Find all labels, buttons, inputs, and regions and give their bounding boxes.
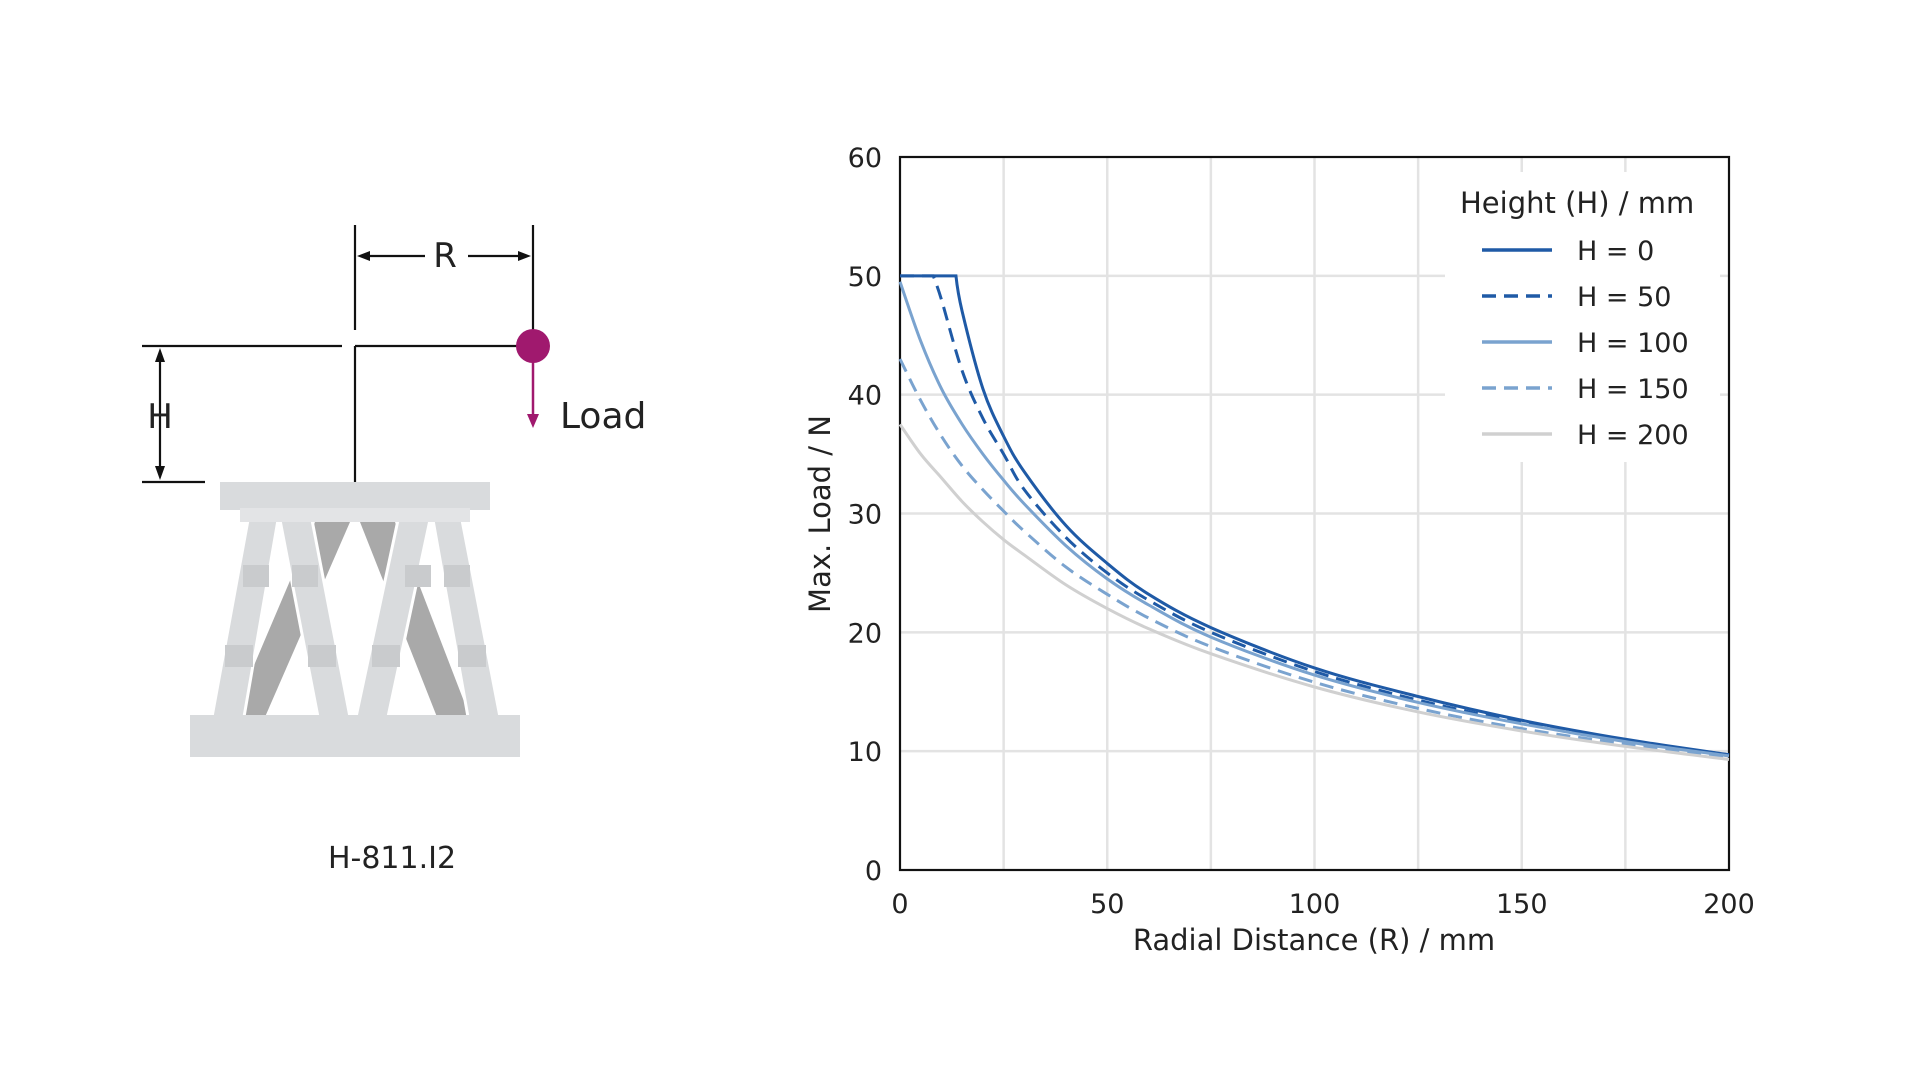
y-axis-label: Max. Load / N	[803, 415, 837, 613]
load-label: Load	[560, 396, 646, 437]
x-axis-tick-labels: 0 50 100 150 200	[891, 889, 1754, 920]
y-tick-label: 0	[865, 856, 882, 887]
height-label: H	[147, 397, 173, 437]
dimension-arrowheads	[155, 251, 531, 480]
legend-entry-label: H = 100	[1577, 328, 1689, 359]
y-tick-label: 40	[848, 381, 882, 412]
model-label: H-811.I2	[328, 841, 456, 876]
x-axis-label: Radial Distance (R) / mm	[1133, 923, 1495, 957]
load-indicator	[516, 329, 550, 428]
x-tick-label: 50	[1090, 889, 1124, 920]
dimension-lines	[142, 225, 535, 484]
legend-entry-label: H = 50	[1577, 282, 1671, 313]
y-axis-tick-labels: 0 10 20 30 40 50 60	[848, 143, 882, 887]
x-tick-label: 150	[1496, 889, 1548, 920]
series-line-3	[898, 358, 1730, 760]
legend-entry-label: H = 150	[1577, 374, 1689, 405]
chart-legend: Height (H) / mm H = 0 H = 50 H = 100 H = 15…	[1445, 172, 1720, 462]
series-line-2	[898, 281, 1730, 758]
series-line-4	[898, 423, 1730, 761]
legend-entry-label: H = 200	[1577, 420, 1689, 451]
y-tick-label: 30	[848, 500, 882, 531]
load-mass-icon	[516, 329, 550, 363]
x-tick-label: 0	[891, 889, 908, 920]
chart-plot-frame	[898, 155, 1731, 872]
chart: 0 10 20 30 40 50 60 0 50 100 150 200 Radial Distan…	[803, 143, 1755, 957]
radius-label: R	[433, 236, 457, 276]
legend-background	[1445, 172, 1720, 462]
legend-entry-label: H = 0	[1577, 236, 1654, 267]
y-tick-label: 50	[848, 262, 882, 293]
y-tick-label: 20	[848, 618, 882, 649]
x-tick-label: 100	[1289, 889, 1341, 920]
x-tick-label: 200	[1703, 889, 1755, 920]
y-tick-label: 60	[848, 143, 882, 174]
chart-series	[898, 274, 1730, 761]
y-tick-label: 10	[848, 737, 882, 768]
hexapod-icon	[190, 482, 520, 757]
hexapod-diagram: R H Load	[142, 225, 646, 876]
series-line-0	[900, 274, 1730, 757]
legend-title: Height (H) / mm	[1460, 186, 1694, 220]
series-line-1	[900, 274, 1730, 757]
